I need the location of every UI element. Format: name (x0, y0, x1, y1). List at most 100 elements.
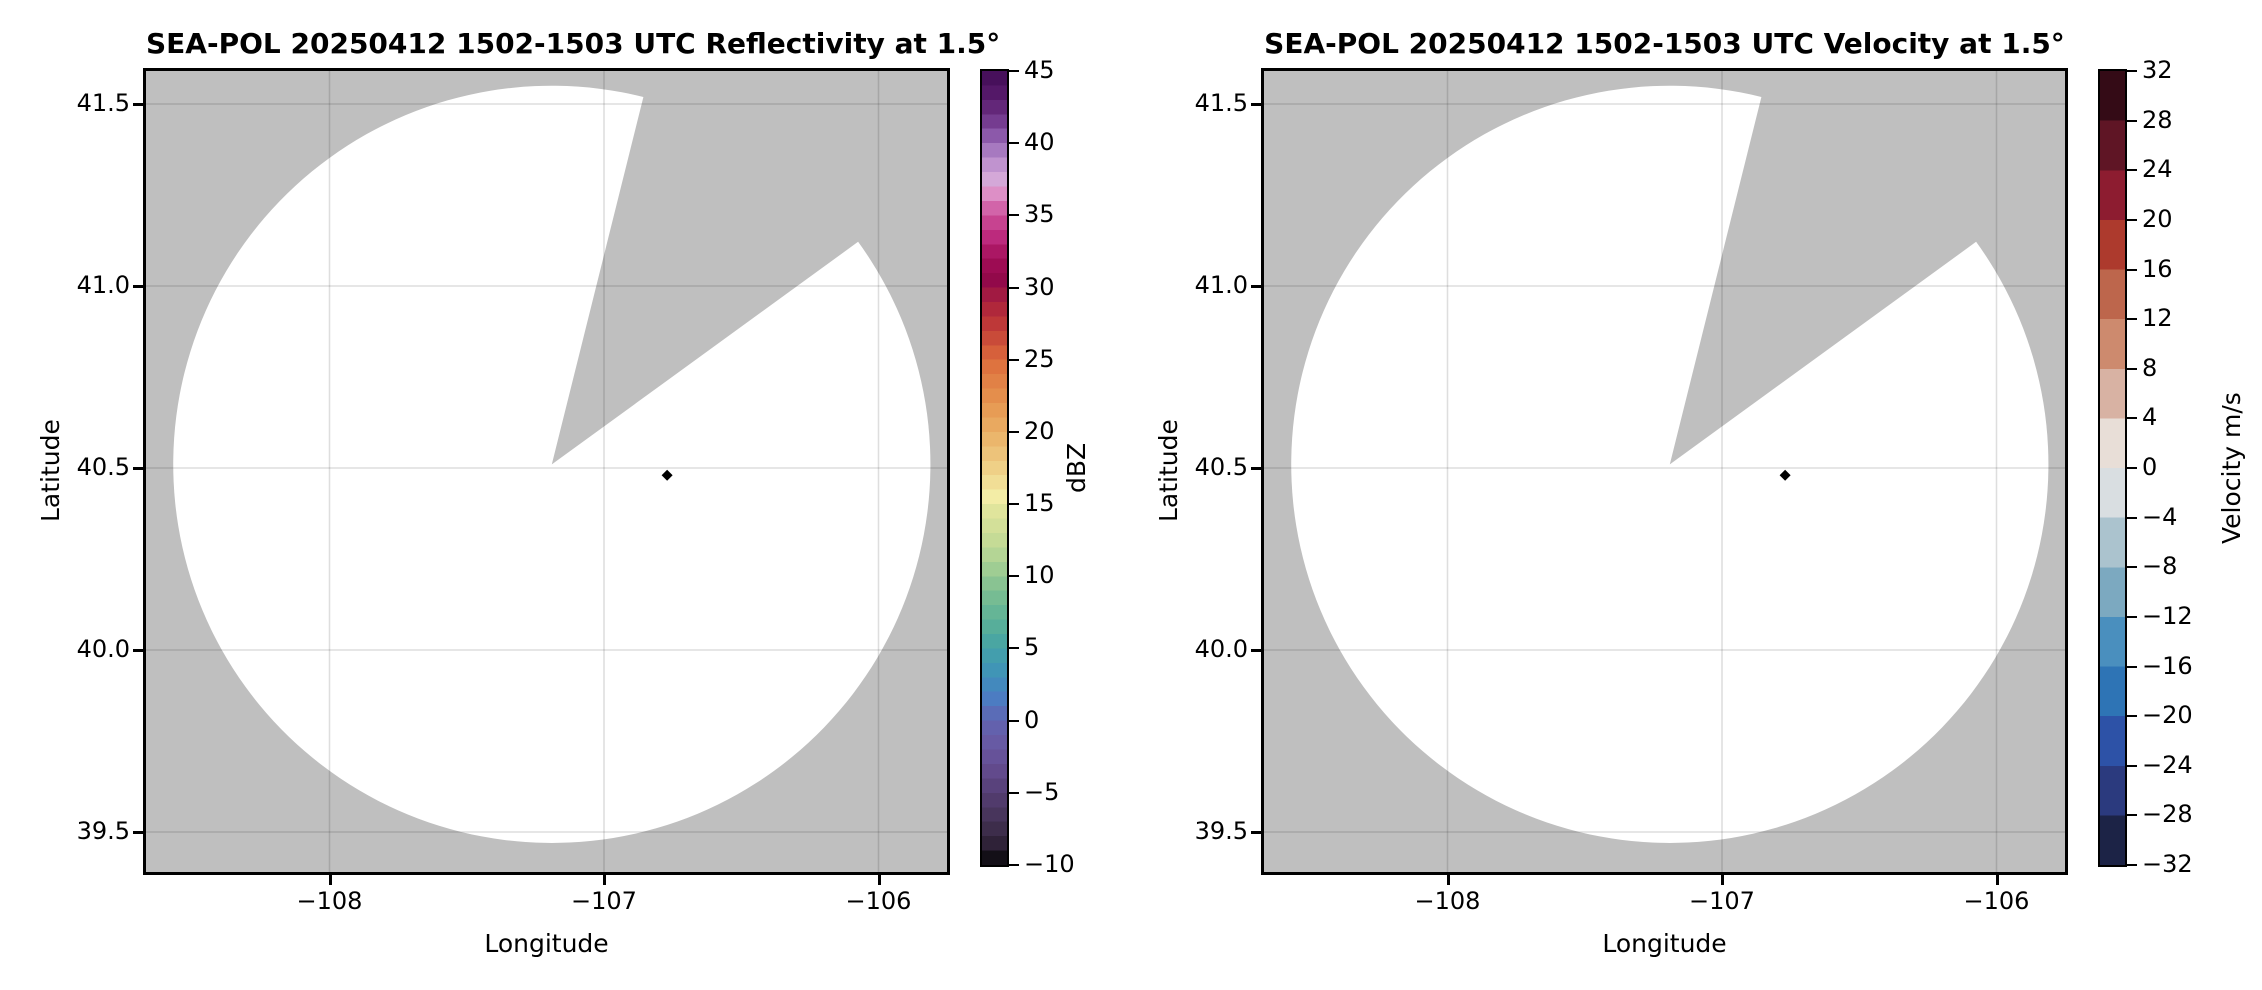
colorbar-tick-label: −12 (2142, 601, 2193, 630)
plot-area-reflectivity (143, 68, 950, 875)
colorbar-tick-mark (2127, 218, 2137, 221)
y-tick-label: 41.5 (1194, 89, 1248, 117)
colorbar-tick-mark (2127, 764, 2137, 767)
radar-scan-area (1291, 85, 2049, 843)
colorbar-tick-mark (1009, 864, 1019, 866)
x-tick-mark (1721, 875, 1724, 885)
y-tick-mark (1251, 285, 1261, 288)
y-tick-mark (133, 831, 143, 834)
colorbar-tick-mark (1009, 791, 1019, 794)
x-tick-label: −108 (296, 887, 363, 915)
colorbar-tick-mark (2127, 665, 2137, 668)
colorbar-tick-mark (2127, 268, 2137, 271)
colorbar-tick-mark (1009, 575, 1019, 578)
site-marker-diamond (1779, 469, 1791, 481)
colorbar-tick-label: −8 (2142, 552, 2178, 581)
y-tick-mark (1251, 649, 1261, 652)
x-tick-mark (328, 875, 332, 885)
y-tick-mark (133, 285, 143, 288)
y-tick-label: 40.0 (76, 635, 130, 663)
y-tick-label: 40.5 (1194, 453, 1248, 481)
y-tick-label: 41.0 (76, 271, 130, 299)
colorbar-tick-label: 32 (2142, 56, 2173, 84)
x-tick-mark (877, 875, 881, 885)
x-axis-label: Longitude (1602, 929, 1727, 958)
x-axis-label: Longitude (484, 929, 609, 958)
colorbar-tick-label: 40 (1024, 128, 1055, 157)
colorbar-tick-label: −24 (2142, 750, 2193, 779)
colorbar-tick-mark (2127, 70, 2137, 72)
colorbar-tick-label: 5 (1024, 633, 1040, 662)
colorbar-tick-label: 30 (1024, 272, 1055, 301)
colorbar-tick-label: 16 (2142, 254, 2173, 283)
colorbar-tick-label: 35 (1024, 200, 1055, 229)
colorbar-tick-label: 20 (1024, 416, 1055, 445)
colorbar-tick-mark (1009, 719, 1019, 722)
panel-title: SEA-POL 20250412 1502-1503 UTC Reflectiv… (146, 27, 1001, 60)
colorbar-tick-label: −5 (1024, 777, 1060, 806)
colorbar-tick-mark (2127, 467, 2137, 469)
colorbar-reflectivity (980, 69, 1009, 867)
y-tick-mark (133, 103, 143, 106)
colorbar-tick-mark (2127, 417, 2137, 420)
colorbar-tick-mark (2127, 814, 2137, 817)
colorbar-tick-label: 25 (1024, 344, 1055, 373)
colorbar-tick-mark (2127, 119, 2137, 122)
colorbar-tick-mark (1009, 70, 1019, 72)
colorbar-tick-mark (1009, 358, 1019, 361)
radar-ppi-reflectivity (146, 71, 947, 872)
velocity-panel: SEA-POL 20250412 1502-1503 UTC Velocity … (1154, 0, 2262, 990)
y-tick-mark (1251, 831, 1261, 834)
colorbar-tick-label: 15 (1024, 489, 1055, 518)
colorbar-tick-label: 24 (2142, 155, 2173, 184)
colorbar-tick-label: 0 (1024, 705, 1040, 734)
colorbar-tick-mark (2127, 715, 2137, 718)
colorbar-tick-label: 12 (2142, 304, 2173, 333)
colorbar-tick-mark (1009, 430, 1019, 433)
colorbar-tick-mark (1009, 503, 1019, 506)
y-tick-mark (133, 467, 143, 470)
radar-scan-area (173, 85, 931, 843)
site-marker-diamond (661, 469, 673, 481)
colorbar-tick-label: 20 (2142, 204, 2173, 233)
colorbar-tick-label: 10 (1024, 561, 1055, 590)
colorbar-tick-mark (2127, 864, 2137, 866)
colorbar-tick-label: −4 (2142, 502, 2178, 531)
x-tick-label: −108 (1414, 887, 1481, 915)
x-tick-label: −106 (1963, 887, 2030, 915)
y-tick-mark (133, 649, 143, 652)
panel-title: SEA-POL 20250412 1502-1503 UTC Velocity … (1264, 27, 2065, 60)
colorbar-tick-mark (1009, 286, 1019, 289)
colorbar-tick-mark (1009, 214, 1019, 217)
colorbar-tick-label: −32 (2142, 850, 2193, 878)
y-tick-mark (1251, 103, 1261, 106)
y-tick-label: 39.5 (1194, 817, 1248, 845)
x-tick-label: −107 (571, 887, 637, 915)
colorbar-tick-label: −10 (1024, 850, 1075, 878)
colorbar-tick-label: 0 (2142, 453, 2158, 481)
x-tick-mark (1995, 875, 1999, 885)
y-tick-mark (1251, 467, 1261, 470)
colorbar-tick-mark (1009, 647, 1019, 650)
colorbar-tick-mark (2127, 615, 2137, 618)
colorbar-tick-mark (2127, 566, 2137, 569)
colorbar-tick-label: 8 (2142, 353, 2158, 382)
colorbar-tick-label: 4 (2142, 403, 2158, 432)
y-tick-label: 40.5 (76, 453, 130, 481)
colorbar-tick-label: −16 (2142, 651, 2193, 680)
colorbar-tick-mark (2127, 318, 2137, 321)
y-tick-label: 39.5 (76, 817, 130, 845)
x-tick-label: −107 (1689, 887, 1755, 915)
x-tick-mark (603, 875, 606, 885)
y-tick-label: 40.0 (1194, 635, 1248, 663)
y-tick-label: 41.5 (76, 89, 130, 117)
colorbar-tick-label: −28 (2142, 800, 2193, 829)
reflectivity-panel: SEA-POL 20250412 1502-1503 UTC Reflectiv… (36, 0, 1156, 990)
colorbar-tick-label: 45 (1024, 56, 1055, 84)
y-tick-label: 41.0 (1194, 271, 1248, 299)
x-tick-label: −106 (845, 887, 912, 915)
colorbar-tick-mark (2127, 169, 2137, 172)
radar-ppi-velocity (1264, 71, 2065, 872)
x-tick-mark (1446, 875, 1450, 885)
colorbar-tick-label: −20 (2142, 701, 2193, 730)
